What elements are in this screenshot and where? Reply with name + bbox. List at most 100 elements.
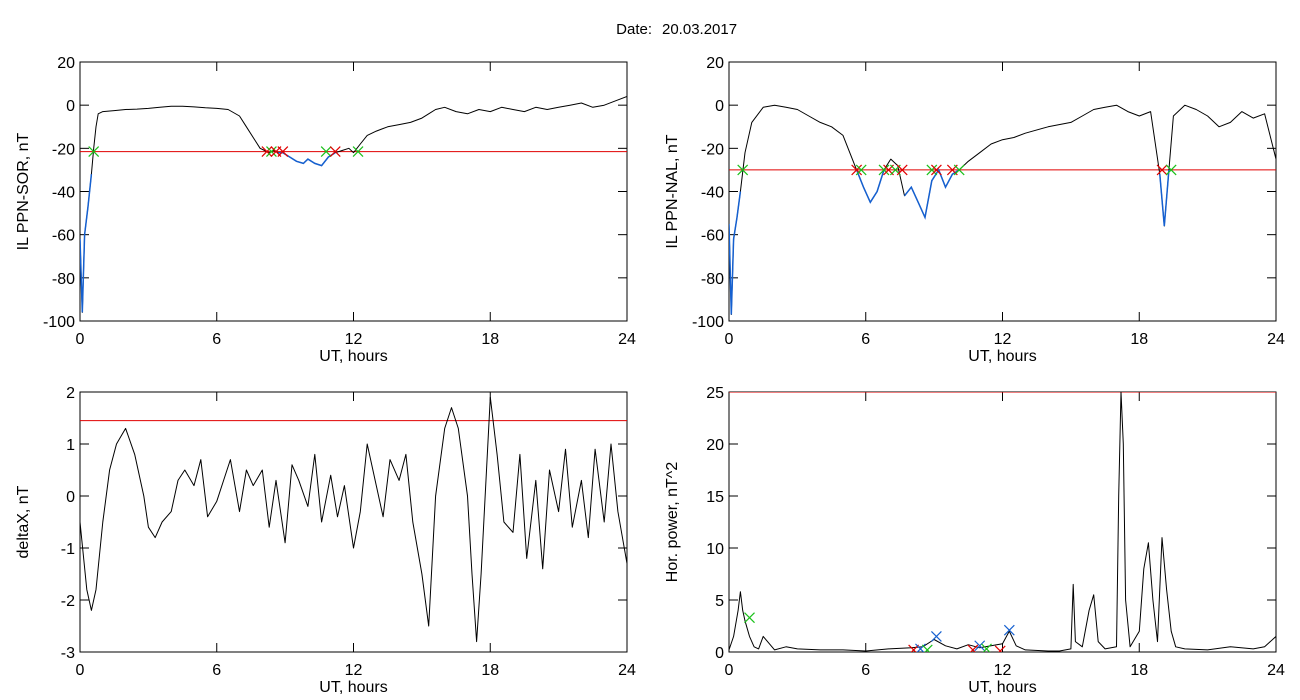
x-tick-label: 12 — [345, 662, 363, 679]
y-tick-label: 10 — [706, 541, 724, 558]
y-tick-label: -40 — [52, 185, 75, 202]
marker-green — [744, 612, 755, 624]
y-tick-label: -60 — [52, 228, 75, 245]
marker-blue — [915, 643, 926, 652]
below-threshold-segment — [903, 168, 960, 220]
below-threshold-segment — [855, 169, 885, 204]
x-tick-label: 12 — [994, 331, 1012, 348]
series-line — [80, 96, 627, 313]
below-threshold-segment — [80, 174, 93, 313]
y-tick-label: -2 — [61, 593, 75, 610]
x-tick-label: 12 — [345, 331, 363, 348]
marker-green — [878, 164, 890, 176]
marker-green — [981, 643, 992, 652]
y-tick-label: 1 — [66, 437, 75, 454]
y-tick-label: -100 — [43, 314, 75, 331]
chart-panel-2: 0 6 12 18 24 -100 -80 -60 -40 -20 0 20 UT, hours IL P… — [664, 55, 1285, 365]
marker-green — [953, 164, 965, 176]
y-axis-label: deltaX, nT — [15, 485, 32, 558]
x-tick-label: 18 — [1130, 331, 1148, 348]
marker-blue — [930, 630, 942, 642]
y-tick-label: 0 — [66, 489, 75, 506]
y-tick-label: 20 — [57, 55, 75, 72]
y-tick-label: 0 — [715, 645, 724, 662]
date-label: Date: — [616, 21, 652, 38]
x-tick-label: 24 — [618, 662, 636, 679]
x-tick-label: 0 — [725, 662, 734, 679]
y-tick-label: -3 — [61, 645, 75, 662]
marker-green — [320, 146, 332, 157]
below-threshold-segment — [729, 191, 742, 315]
y-tick-label: -40 — [701, 185, 724, 202]
marker-green — [266, 146, 277, 157]
y-tick-label: -80 — [701, 271, 724, 288]
x-tick-label: 6 — [861, 662, 870, 679]
x-tick-label: 18 — [481, 331, 499, 348]
marker-green — [352, 146, 364, 157]
chart-panel-1: 0 6 12 18 24 -100 -80 -60 -40 -20 0 20 UT, hours IL P… — [15, 55, 636, 365]
series-line — [729, 104, 1276, 315]
marker-red — [261, 146, 273, 157]
marker-red — [908, 644, 920, 652]
plot-area — [729, 392, 1276, 652]
marker-green — [1165, 164, 1177, 176]
marker-blue — [974, 640, 986, 652]
marker-blue — [1003, 624, 1015, 636]
plot-frame — [728, 391, 1277, 653]
plot-area — [80, 96, 627, 313]
marker-red — [277, 146, 289, 157]
y-tick-label: -20 — [701, 141, 724, 158]
y-axis-label: Hor. power, nT^2 — [664, 462, 681, 583]
y-tick-label: -80 — [52, 271, 75, 288]
marker-red — [1156, 164, 1168, 176]
y-tick-label: 5 — [715, 593, 724, 610]
y-tick-label: 2 — [66, 385, 75, 402]
x-axis-label: UT, hours — [319, 348, 387, 365]
marker-red — [896, 164, 908, 176]
y-axis-label: IL PPN-NAL, nT — [664, 134, 681, 248]
marker-red — [930, 164, 942, 176]
y-tick-label: -20 — [52, 141, 75, 158]
series-line — [80, 396, 627, 643]
plot-area — [80, 396, 627, 643]
series-line — [729, 392, 1276, 652]
marker-green — [855, 164, 867, 176]
chart-panel-4: 0 6 12 18 24 0 5 10 15 20 25 UT, hours Hor. power, n… — [664, 385, 1285, 696]
x-axis-label: UT, hours — [968, 348, 1036, 365]
x-tick-label: 18 — [481, 662, 499, 679]
below-threshold-segment — [278, 151, 336, 167]
y-tick-label: 0 — [66, 98, 75, 115]
marker-red — [329, 146, 341, 157]
x-tick-label: 12 — [994, 662, 1012, 679]
x-tick-label: 0 — [725, 331, 734, 348]
y-tick-label: -1 — [61, 541, 75, 558]
x-tick-label: 6 — [861, 331, 870, 348]
marker-green — [88, 146, 100, 157]
marker-green — [921, 644, 933, 652]
x-axis-label: UT, hours — [968, 679, 1036, 696]
y-tick-label: 20 — [706, 437, 724, 454]
x-tick-label: 6 — [212, 662, 221, 679]
y-tick-label: 25 — [706, 385, 724, 402]
plot-frame — [79, 61, 628, 322]
x-axis-label: UT, hours — [319, 679, 387, 696]
y-tick-label: -100 — [692, 314, 724, 331]
y-tick-label: 0 — [715, 98, 724, 115]
date-value: 20.03.2017 — [662, 21, 737, 38]
x-tick-label: 6 — [212, 331, 221, 348]
x-tick-label: 24 — [1267, 662, 1285, 679]
marker-red — [994, 645, 1006, 652]
marker-green — [737, 164, 749, 176]
x-tick-label: 0 — [76, 662, 85, 679]
y-tick-label: 15 — [706, 489, 724, 506]
x-tick-label: 24 — [618, 331, 636, 348]
plot-area — [729, 104, 1276, 315]
x-tick-label: 24 — [1267, 331, 1285, 348]
x-tick-label: 0 — [76, 331, 85, 348]
y-axis-label: IL PPN-SOR, nT — [15, 132, 32, 250]
marker-red — [851, 164, 863, 176]
y-tick-label: 20 — [706, 55, 724, 72]
y-tick-label: -60 — [701, 228, 724, 245]
